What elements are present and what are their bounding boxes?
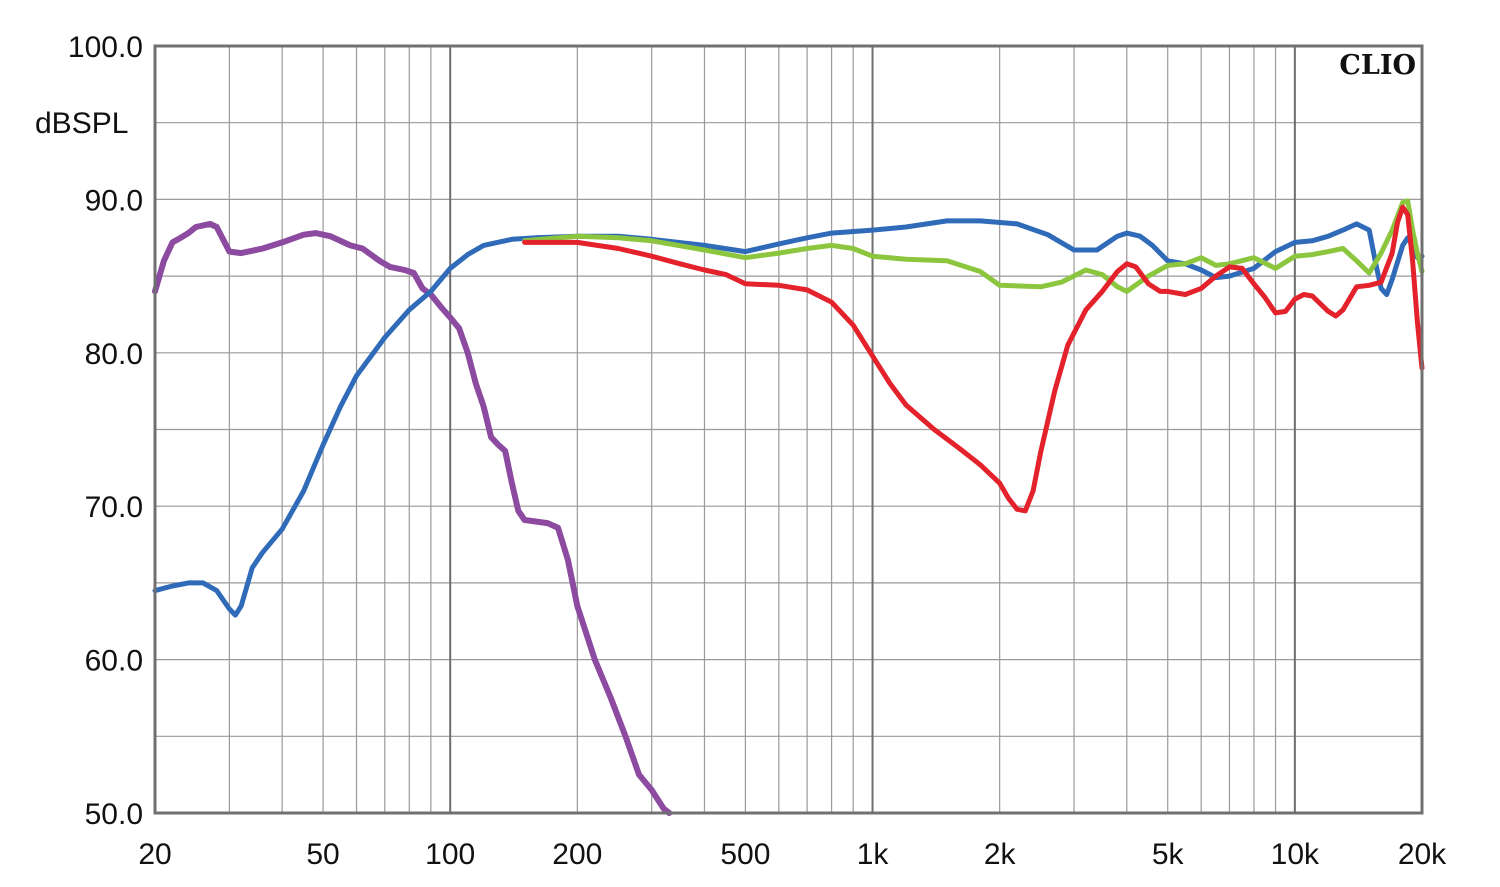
x-tick-label: 1k	[857, 838, 890, 871]
curves	[152, 198, 1425, 816]
y-tick-label: 70.0	[85, 491, 143, 524]
series-line-4	[522, 204, 1425, 514]
y-tick-label: 60.0	[85, 645, 143, 678]
x-tick-label: 50	[306, 838, 339, 871]
y-tick-label: 100.0	[68, 31, 143, 64]
clio-watermark: CLIO	[1339, 50, 1416, 81]
y-axis-label: dBSPL	[35, 107, 128, 140]
x-tick-label: 10k	[1271, 838, 1320, 871]
y-tick-label: 90.0	[85, 184, 143, 217]
x-tick-label: 500	[720, 838, 770, 871]
x-tick-label: 20	[138, 838, 171, 871]
y-tick-labels: 50.0 60.0 70.0 80.0 90.0 100.0	[68, 31, 143, 831]
grid	[154, 45, 1423, 814]
y-tick-label: 50.0	[85, 798, 143, 831]
x-tick-label: 2k	[984, 838, 1017, 871]
series-line-3	[522, 198, 1425, 294]
plot-frame	[153, 44, 1424, 815]
x-tick-label: 200	[552, 838, 602, 871]
series-line-2	[152, 218, 1425, 618]
y-tick-label: 80.0	[85, 338, 143, 371]
x-tick-label: 100	[425, 838, 475, 871]
x-tick-labels: 20 50 100 200 500 1k 2k 5k 10k 20k	[138, 838, 1447, 871]
x-tick-label: 5k	[1152, 838, 1185, 871]
x-tick-label: 20k	[1398, 838, 1447, 871]
series-line-1	[152, 220, 673, 816]
